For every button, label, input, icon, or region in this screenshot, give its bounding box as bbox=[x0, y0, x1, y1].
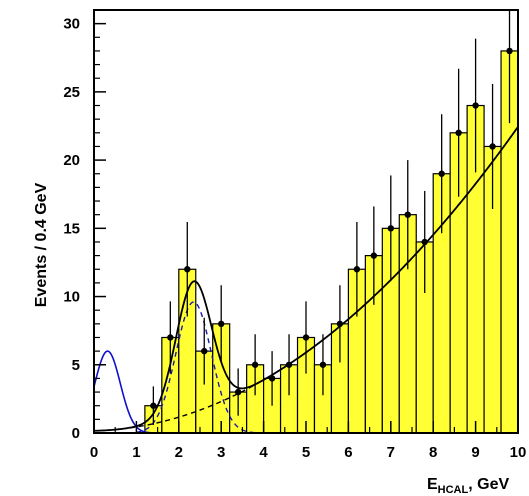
data-point bbox=[489, 143, 496, 150]
data-point bbox=[184, 266, 191, 273]
x-axis-label-sub: HCAL bbox=[438, 484, 469, 496]
data-point bbox=[421, 238, 428, 246]
y-axis-label: Events / 0.4 GeV bbox=[33, 182, 50, 307]
data-point bbox=[472, 102, 479, 109]
x-axis-label-main: E bbox=[427, 476, 438, 493]
x-tick-label: 3 bbox=[217, 444, 225, 461]
axis-ticks: 0 1 2 3 4 5 6 7 8 9 10 0 5 10 15 20 25 30 bbox=[63, 9, 527, 461]
data-point bbox=[251, 361, 259, 368]
data-point bbox=[387, 225, 394, 232]
data-point bbox=[218, 320, 225, 328]
y-tick-label: 10 bbox=[63, 289, 80, 306]
y-tick-label: 30 bbox=[63, 16, 80, 33]
data-point bbox=[455, 129, 462, 137]
data-point bbox=[234, 388, 242, 396]
x-tick-label: 2 bbox=[175, 444, 183, 461]
x-tick-label: 0 bbox=[90, 444, 98, 461]
data-point bbox=[167, 334, 174, 341]
x-axis-label-rest: , GeV bbox=[468, 476, 509, 493]
x-tick-label: 8 bbox=[429, 444, 437, 461]
histogram-bars bbox=[144, 50, 519, 434]
error-bars bbox=[150, 10, 513, 426]
y-tick-label: 0 bbox=[72, 425, 80, 442]
x-tick-label: 6 bbox=[344, 444, 352, 461]
y-tick-label: 5 bbox=[72, 357, 80, 374]
data-point bbox=[150, 402, 157, 409]
data-point bbox=[336, 320, 344, 328]
data-point bbox=[506, 47, 513, 55]
y-tick-label: 25 bbox=[63, 84, 80, 101]
data-point bbox=[268, 375, 276, 382]
data-point bbox=[438, 170, 445, 177]
x-axis-label: EHCAL, GeV bbox=[427, 476, 509, 496]
x-tick-label: 7 bbox=[387, 444, 395, 461]
y-tick-label: 15 bbox=[63, 220, 80, 237]
data-point bbox=[302, 334, 310, 341]
data-point bbox=[353, 266, 361, 273]
x-tick-label: 4 bbox=[259, 444, 268, 461]
x-tick-label: 10 bbox=[510, 444, 527, 461]
data-point bbox=[201, 347, 208, 355]
data-point bbox=[285, 361, 293, 368]
x-tick-label: 5 bbox=[302, 444, 310, 461]
data-point bbox=[319, 361, 327, 368]
data-point bbox=[370, 252, 378, 259]
y-tick-label: 20 bbox=[63, 152, 80, 169]
data-point bbox=[404, 211, 411, 218]
x-tick-label: 9 bbox=[471, 444, 479, 461]
x-tick-label: 1 bbox=[132, 444, 140, 461]
